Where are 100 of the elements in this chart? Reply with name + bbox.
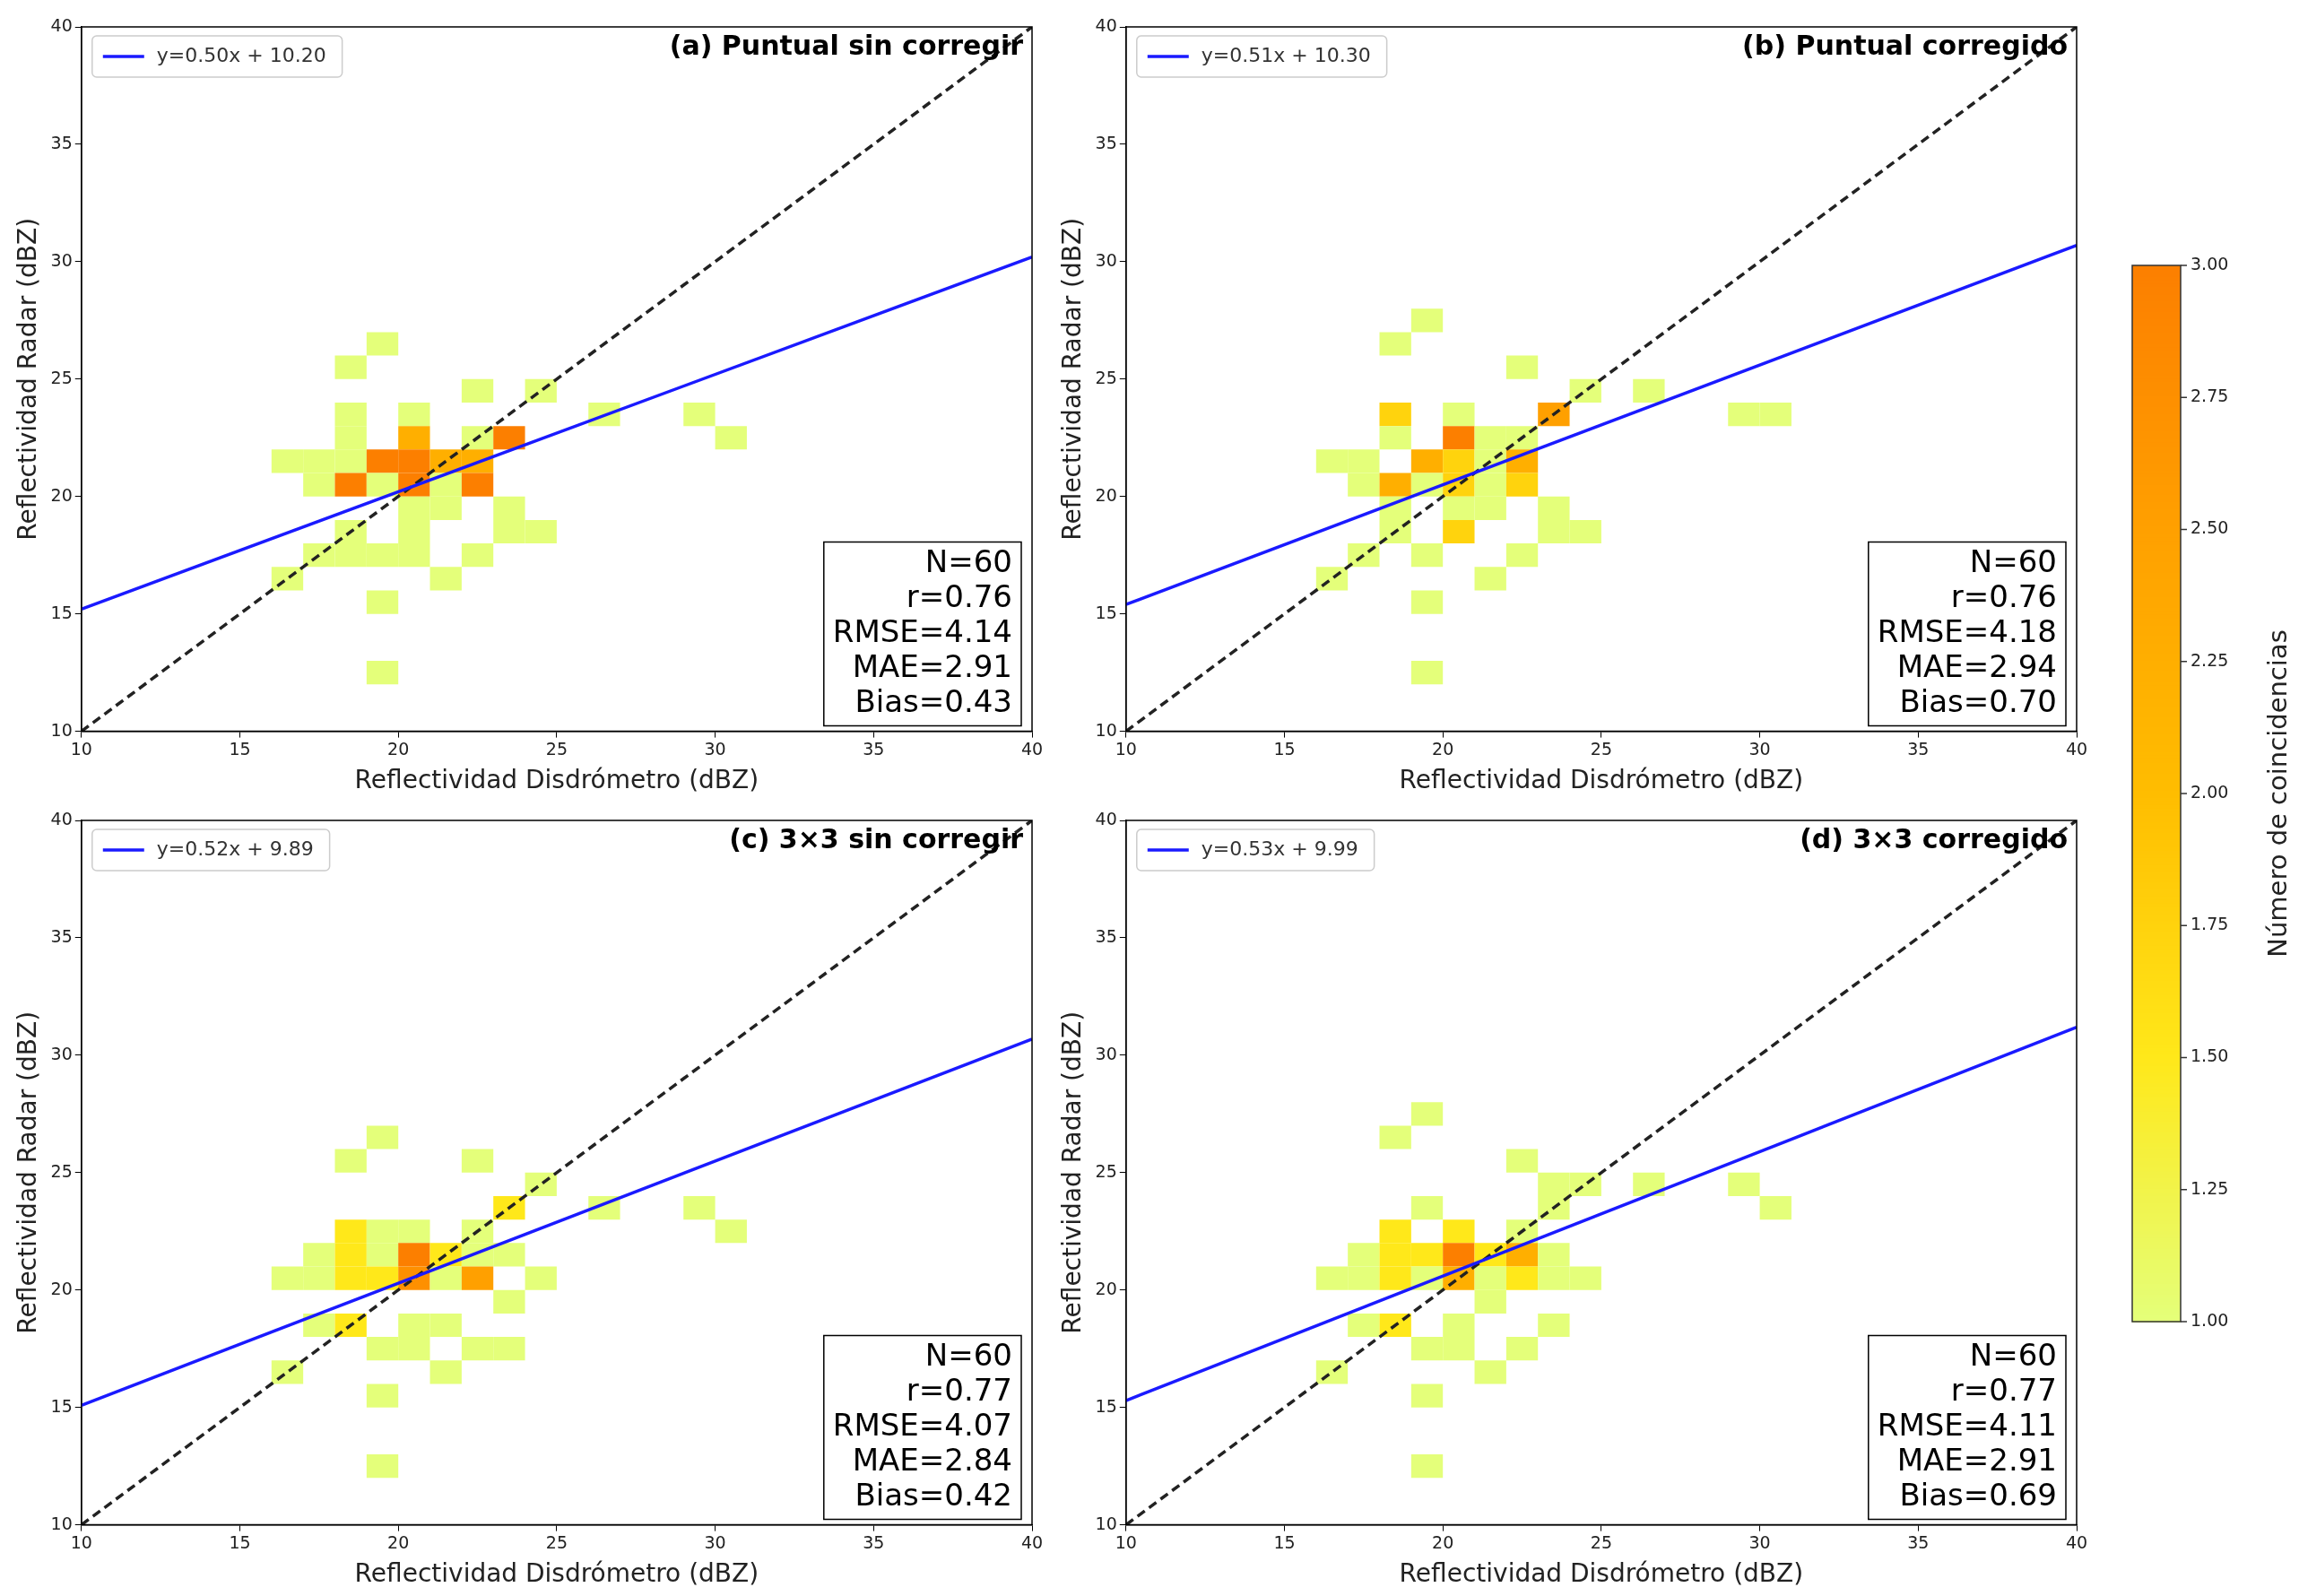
point (1474, 1289, 1506, 1314)
point (1410, 1337, 1444, 1361)
y-tick-label: 20 (1095, 1278, 1117, 1298)
y-tick-label: 25 (1095, 1160, 1117, 1181)
x-tick-label: 10 (70, 738, 92, 759)
point (1569, 1266, 1601, 1290)
point (1505, 543, 1539, 568)
annotation: r=0.77 (906, 1371, 1012, 1408)
point (334, 1243, 367, 1267)
point (1474, 426, 1506, 450)
x-tick-label: 35 (1907, 1531, 1930, 1552)
x-tick-label: 40 (1020, 738, 1044, 759)
annotation: Bias=0.42 (855, 1476, 1012, 1513)
point (1728, 1172, 1760, 1196)
x-tick-label: 20 (387, 1531, 410, 1552)
color-bar-label: 2.75 (2191, 386, 2229, 406)
point (271, 449, 304, 473)
y-tick-label: 35 (1095, 132, 1117, 152)
point (1410, 1383, 1444, 1408)
point (1410, 1454, 1444, 1479)
y-tick-label: 15 (1095, 602, 1117, 622)
point (461, 473, 494, 497)
x-axis-title: Reflectividad Disdrómetro (dBZ) (1399, 765, 1804, 795)
point (1443, 402, 1475, 427)
point (366, 1454, 399, 1479)
point (271, 1266, 304, 1290)
color-bar-label: 2.00 (2191, 781, 2229, 802)
y-tick-label: 15 (50, 602, 73, 622)
y-tick-label: 30 (50, 249, 73, 270)
legend-label: y=0.53x + 9.99 (1201, 837, 1358, 860)
point (525, 519, 557, 544)
x-tick-label: 20 (1432, 1531, 1454, 1552)
point (1410, 590, 1444, 614)
x-tick-label: 30 (704, 1531, 726, 1552)
point (1443, 426, 1475, 450)
point (303, 1243, 335, 1267)
annotation: r=0.76 (906, 577, 1012, 614)
annotation: r=0.77 (1950, 1371, 2057, 1408)
y-tick-label: 15 (1095, 1395, 1117, 1416)
y-axis-title: Reflectividad Radar (dBZ) (13, 1011, 43, 1334)
y-tick-label: 25 (50, 367, 73, 387)
x-tick-label: 30 (704, 738, 726, 759)
chart-title: (b) Puntual corregido (1742, 29, 2068, 61)
annotation: RMSE=4.11 (1877, 1406, 2057, 1443)
annotation: Bias=0.69 (1899, 1476, 2057, 1513)
x-tick-label: 10 (70, 1531, 92, 1552)
point (1538, 1313, 1570, 1338)
x-tick-label: 25 (1590, 1531, 1612, 1552)
point (334, 1149, 367, 1173)
point (1538, 1195, 1570, 1220)
y-tick-label: 25 (1095, 367, 1117, 387)
y-tick-label: 35 (50, 925, 73, 946)
point (1538, 1243, 1570, 1267)
y-tick-label: 30 (1095, 249, 1117, 270)
point (398, 1337, 430, 1361)
point (1410, 1102, 1444, 1126)
annotation: r=0.76 (1950, 577, 2057, 614)
point (366, 1266, 399, 1290)
point (1443, 519, 1475, 544)
point (366, 1383, 399, 1408)
color-bar-label: 2.25 (2191, 649, 2229, 670)
point (366, 1337, 399, 1361)
point (303, 449, 335, 473)
point (1315, 1266, 1349, 1290)
point (1443, 496, 1475, 520)
point (1315, 449, 1349, 473)
annotation: N=60 (1969, 1336, 2057, 1373)
point (366, 473, 399, 497)
point (398, 1243, 430, 1267)
color-bar-label: 1.25 (2191, 1177, 2229, 1198)
x-axis-title: Reflectividad Disdrómetro (dBZ) (354, 1558, 759, 1589)
x-tick-label: 25 (1590, 738, 1612, 759)
point (1505, 1337, 1539, 1361)
y-tick-label: 35 (50, 132, 73, 152)
point (303, 473, 335, 497)
y-tick-label: 10 (1095, 1513, 1117, 1533)
point (429, 1313, 462, 1338)
annotation: RMSE=4.18 (1877, 612, 2057, 649)
point (1410, 449, 1444, 473)
point (1348, 449, 1380, 473)
point (1505, 1266, 1539, 1290)
x-tick-label: 40 (2065, 738, 2088, 759)
point (366, 1219, 399, 1244)
point (1759, 402, 1791, 427)
point (1348, 1313, 1380, 1338)
point (334, 402, 367, 427)
point (493, 1289, 525, 1314)
x-tick-label: 10 (1115, 1531, 1137, 1552)
point (715, 1219, 747, 1244)
point (1410, 1243, 1444, 1267)
point (1410, 1195, 1444, 1220)
point (334, 426, 367, 450)
y-tick-label: 40 (50, 808, 73, 828)
point (1538, 1172, 1570, 1196)
point (715, 426, 747, 450)
point (1410, 543, 1444, 568)
point (1728, 402, 1760, 427)
point (398, 426, 430, 450)
point (334, 449, 367, 473)
point (1505, 1149, 1539, 1173)
